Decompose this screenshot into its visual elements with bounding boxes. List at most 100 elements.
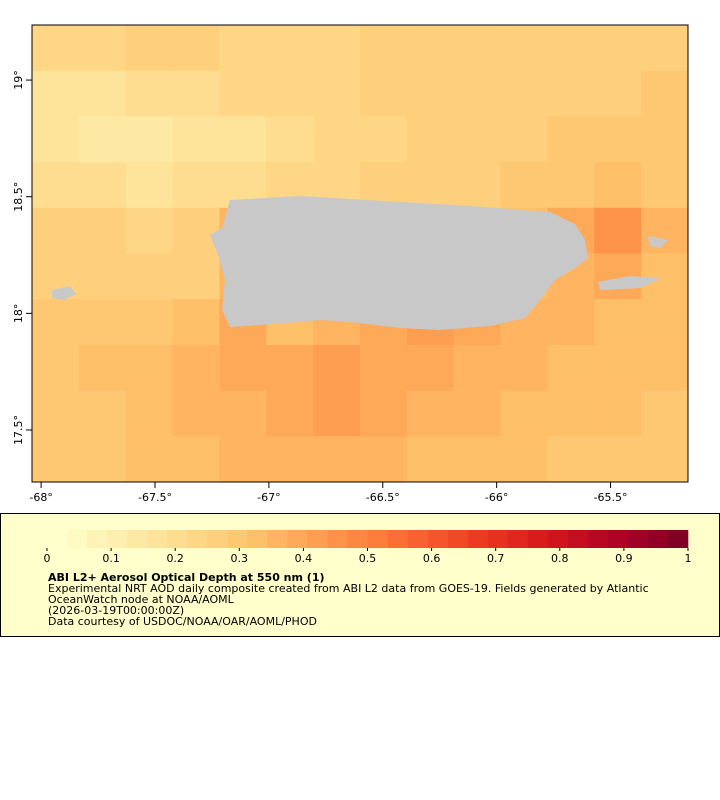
colorbar-swatch: [327, 530, 348, 548]
aod-cell: [78, 162, 127, 209]
colorbar-swatch: [107, 530, 128, 548]
aod-cell: [547, 436, 595, 483]
island-mona: [52, 286, 76, 300]
colorbar: 0 0.1 0.2 0.3 0.4 0.5 0.6 0.7 0.8 0.9 1: [44, 530, 692, 565]
colorbar-swatch: [167, 530, 188, 548]
colorbar-swatch: [287, 530, 308, 548]
aod-cell: [406, 390, 455, 437]
x-tick-label: -67°: [257, 491, 280, 504]
aod-cell: [547, 70, 595, 117]
colorbar-tick-label: 0.8: [551, 552, 569, 565]
y-tick-label: 19°: [12, 70, 25, 90]
aod-cell: [641, 207, 689, 254]
aod-cell: [125, 207, 174, 254]
colorbar-tick-label: 0.4: [295, 552, 313, 565]
raster: [32, 25, 689, 483]
aod-cell: [32, 299, 80, 346]
aod-cell: [313, 70, 361, 117]
aod-cell: [266, 436, 314, 483]
aod-cell: [219, 25, 267, 72]
aod-cell: [641, 162, 689, 209]
aod-cell: [594, 436, 642, 483]
colorbar-swatch: [467, 530, 488, 548]
aod-cell: [32, 344, 80, 392]
colorbar-tick-label: 0.6: [423, 552, 441, 565]
aod-cell: [172, 344, 220, 392]
colorbar-swatch: [407, 530, 428, 548]
aod-cell: [32, 390, 80, 437]
aod-cell: [641, 116, 689, 163]
aod-cell: [172, 25, 220, 72]
aod-cell: [500, 344, 548, 392]
colorbar-swatch: [247, 530, 268, 548]
aod-cell: [125, 253, 174, 300]
aod-cell: [406, 162, 455, 209]
aod-cell: [125, 299, 174, 346]
aod-cell: [406, 70, 455, 117]
aod-cell: [453, 344, 502, 392]
aod-cell: [172, 253, 220, 300]
colorbar-tick-label: 0.9: [615, 552, 633, 565]
colorbar-tick-label: 0: [44, 552, 51, 565]
x-tick-label: -66°: [485, 491, 508, 504]
aod-cell: [32, 70, 80, 117]
colorbar-swatch: [387, 530, 408, 548]
aod-cell: [313, 25, 361, 72]
colorbar-tick-label: 0.3: [231, 552, 249, 565]
aod-cell: [172, 207, 220, 254]
aod-cell: [219, 390, 267, 437]
colorbar-swatch: [87, 530, 108, 548]
aod-cell: [547, 299, 595, 346]
colorbar-swatch: [447, 530, 468, 548]
aod-cell: [500, 390, 548, 437]
aod-cell: [78, 344, 127, 392]
aod-cell: [500, 162, 548, 209]
x-tick-label: -65.5°: [594, 491, 628, 504]
legend-title: ABI L2+ Aerosol Optical Depth at 550 nm …: [48, 571, 325, 584]
aod-cell: [266, 390, 314, 437]
plot-frame: [31, 24, 689, 483]
aod-cell: [125, 344, 174, 392]
aod-cell: [32, 162, 80, 209]
aod-cell: [78, 436, 127, 483]
aod-cell: [172, 162, 220, 209]
island-puerto-rico: [210, 196, 588, 330]
y-tick-label: 18.5°: [12, 182, 25, 212]
aod-cell: [172, 436, 220, 483]
aod-cell: [360, 436, 408, 483]
aod-cell: [125, 162, 174, 209]
aod-cell: [453, 436, 502, 483]
aod-cell: [406, 344, 455, 392]
aod-cell: [500, 25, 548, 72]
aod-cell: [406, 116, 455, 163]
aod-cell: [406, 25, 455, 72]
colorbar-swatch: [187, 530, 208, 548]
aod-cell: [32, 25, 80, 72]
aod-cell: [219, 116, 267, 163]
colorbar-swatch: [547, 530, 569, 548]
colorbar-swatch: [507, 530, 529, 548]
island-culebra: [648, 236, 668, 248]
colorbar-tick-label: 0.7: [487, 552, 505, 565]
colorbar-swatch: [307, 530, 328, 548]
colorbar-tick-label: 0.1: [102, 552, 120, 565]
colorbar-tick-label: 0.2: [166, 552, 184, 565]
aod-cell: [594, 25, 642, 72]
aod-cell: [172, 390, 220, 437]
colorbar-swatch: [487, 530, 509, 548]
aod-cell: [453, 390, 502, 437]
aod-cell: [453, 25, 502, 72]
aod-cell: [500, 116, 548, 163]
aod-cell: [172, 70, 220, 117]
aod-cell: [219, 436, 267, 483]
legend-text: OceanWatch node at NOAA/AOML: [48, 593, 235, 606]
aod-cell: [32, 207, 80, 254]
aod-cell: [360, 116, 408, 163]
aod-cell: [313, 344, 361, 392]
aod-cell: [125, 25, 174, 72]
x-tick-label: -66.5°: [366, 491, 400, 504]
colorbar-swatch: [367, 530, 388, 548]
island-vieques: [598, 276, 662, 290]
legend-text: Data courtesy of USDOC/NOAA/OAR/AOML/PHO…: [48, 615, 317, 628]
